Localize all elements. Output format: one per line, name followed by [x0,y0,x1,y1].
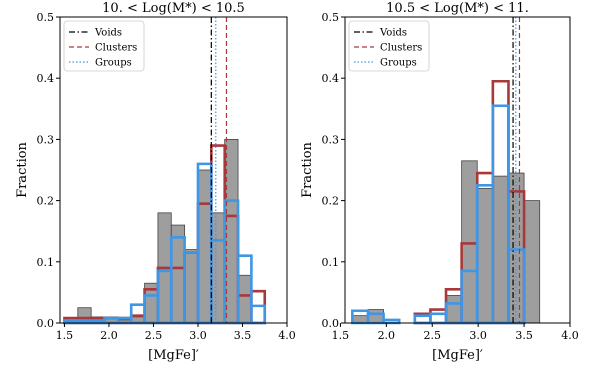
histogram-bar [476,187,494,324]
y-tick-label: 0.1 [322,256,340,269]
x-tick-label: 2.0 [378,329,396,342]
step-line-groups [351,104,526,325]
legend-label-groups: Groups [380,58,417,69]
y-tick-label: 0.5 [322,11,340,24]
y-tick-label: 0.4 [322,72,340,85]
y-tick-label: 0.2 [37,195,55,208]
x-tick-label: 4.0 [278,329,296,342]
y-axis-label: Fraction [300,141,315,197]
panel-left: 1.5 2.0 2.5 3.0 3.5 4.0 0.0 0.1 0.2 0.3 0.4 0.5 [MgF… [15,1,296,363]
y-tick-label: 0.0 [322,317,340,330]
x-tick-label: 4.0 [561,329,579,342]
histogram-bar [197,169,212,324]
y-tick-label: 0.1 [37,256,55,269]
histogram-bar [461,160,478,324]
histogram-bar [523,200,541,324]
y-tick-label: 0.4 [37,72,55,85]
histogram-bar [210,212,226,324]
x-tick-label: 3.0 [189,329,207,342]
legend-box [63,20,145,72]
legend-label-clusters: Clusters [95,43,137,54]
y-axis-label: Fraction [15,141,30,197]
x-tick-label: 1.5 [56,329,74,342]
histogram-bar [184,249,199,324]
legend-label-clusters: Clusters [380,43,422,54]
x-tick-label: 3.5 [515,329,533,342]
histogram-bar [492,175,509,324]
legend-box [348,20,430,72]
x-tick-label: 2.5 [423,329,441,342]
x-tick-label: 2.5 [145,329,163,342]
x-tick-label: 3.0 [469,329,487,342]
chart-title: 10. < Log(M*) < 10.5 [102,1,245,16]
legend-label-groups: Groups [95,58,132,69]
histogram-bar [445,295,463,324]
x-axis-label: [MgFe]′ [148,348,199,363]
x-axis-label: [MgFe]′ [432,348,483,363]
histogram-bar [224,138,239,324]
legend-label-voids: Voids [379,28,407,39]
x-tick-label: 3.5 [234,329,252,342]
axes-frame [59,16,288,324]
y-tick-label: 0.2 [322,195,340,208]
histogram-bar [170,224,186,324]
axes-frame [344,16,571,324]
panel-right: 1.5 2.0 2.5 3.0 3.5 4.0 0.0 0.1 0.2 0.3 0.4 0.5 [MgF… [300,1,579,363]
x-tick-label: 1.5 [332,329,350,342]
x-tick-label: 2.0 [100,329,118,342]
histogram-bar [367,309,384,324]
y-tick-label: 0.3 [322,133,340,146]
y-tick-label: 0.5 [37,11,55,24]
chart-title: 10.5 < Log(M*) < 11. [386,1,529,16]
y-tick-label: 0.0 [37,317,55,330]
histogram-bar [237,274,252,324]
legend-label-voids: Voids [94,28,122,39]
y-tick-label: 0.3 [37,133,55,146]
